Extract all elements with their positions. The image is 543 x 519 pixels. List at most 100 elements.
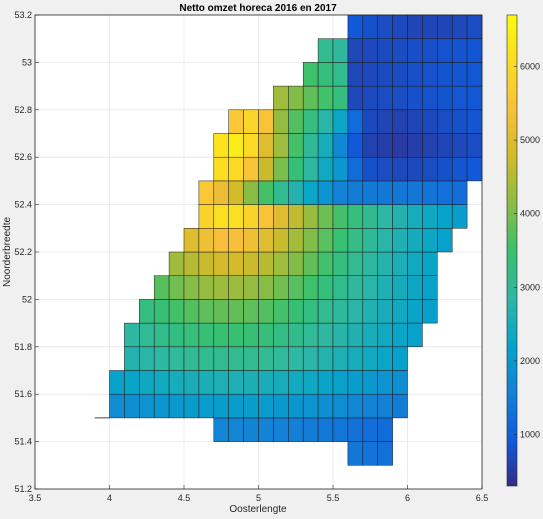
x-tick-label: 4 xyxy=(107,493,112,503)
heatmap-cell xyxy=(392,156,408,182)
heatmap-cell xyxy=(437,38,453,63)
y-tick-label: 51.4 xyxy=(14,437,32,447)
heatmap-cell xyxy=(302,417,319,442)
heatmap-cell xyxy=(422,251,438,276)
heatmap-cell xyxy=(243,109,259,134)
heatmap-cell xyxy=(288,417,304,442)
heatmap-cell xyxy=(407,322,423,348)
heatmap-cell xyxy=(258,346,274,371)
heatmap-cell xyxy=(466,109,483,134)
heatmap-cell xyxy=(332,133,349,158)
x-tick-label: 5 xyxy=(256,493,261,503)
heatmap-cell xyxy=(139,299,155,324)
heatmap-cell xyxy=(183,393,200,419)
heatmap-cell xyxy=(347,204,364,229)
heatmap-cell xyxy=(377,62,393,87)
heatmap-cell xyxy=(213,275,229,300)
heatmap-cell xyxy=(288,133,304,158)
heatmap-cell xyxy=(198,370,215,395)
heatmap-cell xyxy=(213,251,229,276)
heatmap-cell xyxy=(302,393,319,419)
heatmap-cell xyxy=(392,275,408,300)
heatmap-cell xyxy=(317,85,334,111)
heatmap-cell xyxy=(273,228,289,253)
heatmap-cell xyxy=(258,156,274,182)
heatmap-cell xyxy=(273,275,289,300)
heatmap-cell xyxy=(243,228,259,253)
heatmap-cell xyxy=(362,393,378,419)
heatmap-cell xyxy=(407,251,423,276)
heatmap-cell xyxy=(422,156,438,182)
y-tick-label: 53.2 xyxy=(14,10,32,20)
heatmap-cell xyxy=(332,299,349,324)
heatmap-cell xyxy=(362,370,378,395)
heatmap-cell xyxy=(273,370,289,395)
heatmap-cell xyxy=(451,156,468,182)
heatmap-cell xyxy=(213,393,229,419)
heatmap-cell xyxy=(302,156,319,182)
heatmap-cell xyxy=(437,156,453,182)
heatmap-cell xyxy=(198,299,215,324)
heatmap-cell xyxy=(258,251,274,276)
heatmap-cell xyxy=(168,251,185,276)
heatmap-cell xyxy=(258,275,274,300)
heatmap-cell xyxy=(392,322,408,348)
heatmap-cell xyxy=(332,228,349,253)
heatmap-cell xyxy=(377,393,393,419)
heatmap-cell xyxy=(377,251,393,276)
heatmap-cell xyxy=(213,133,229,158)
heatmap-cell xyxy=(362,251,378,276)
heatmap-cell xyxy=(183,322,200,348)
heatmap-cell xyxy=(377,441,393,466)
heatmap-cell xyxy=(451,109,468,134)
heatmap-cell xyxy=(317,346,334,371)
y-tick-label: 52.2 xyxy=(14,247,32,257)
heatmap-cell xyxy=(317,322,334,348)
heatmap-cell xyxy=(273,133,289,158)
heatmap-cell xyxy=(392,228,408,253)
heatmap-cell xyxy=(273,299,289,324)
heatmap-cell xyxy=(451,62,468,87)
heatmap-cell xyxy=(273,322,289,348)
heatmap-cell xyxy=(273,109,289,134)
heatmap-cell xyxy=(228,275,244,300)
x-tick-label: 3.5 xyxy=(29,493,42,503)
heatmap-cell xyxy=(168,299,185,324)
heatmap-cell xyxy=(392,204,408,229)
y-tick-label: 51.8 xyxy=(14,342,32,352)
heatmap-cell xyxy=(153,322,170,348)
heatmap-cell xyxy=(392,180,408,205)
heatmap-cell xyxy=(377,204,393,229)
colorbar-tick-label: 6000 xyxy=(520,62,540,72)
heatmap-cell xyxy=(228,417,244,442)
heatmap-cell xyxy=(243,180,259,205)
heatmap-cell xyxy=(392,62,408,87)
heatmap-cell xyxy=(377,85,393,111)
heatmap-cell xyxy=(347,322,364,348)
heatmap-cell xyxy=(362,38,378,63)
heatmap-cell xyxy=(362,346,378,371)
heatmap-cell xyxy=(392,14,408,39)
heatmap-cell xyxy=(243,133,259,158)
heatmap-cell xyxy=(422,85,438,111)
heatmap-cell xyxy=(407,275,423,300)
heatmap-cell xyxy=(258,228,274,253)
heatmap-cell xyxy=(258,370,274,395)
heatmap-cell xyxy=(422,62,438,87)
heatmap-cell xyxy=(347,251,364,276)
heatmap-cell xyxy=(302,85,319,111)
heatmap-cell xyxy=(437,85,453,111)
heatmap-cell xyxy=(302,370,319,395)
heatmap-cell xyxy=(243,156,259,182)
heatmap-cell xyxy=(407,38,423,63)
heatmap-cell xyxy=(317,417,334,442)
heatmap-cell xyxy=(377,180,393,205)
heatmap-cell xyxy=(273,204,289,229)
heatmap-cell xyxy=(377,156,393,182)
heatmap-cell xyxy=(466,156,483,182)
heatmap-cell xyxy=(451,38,468,63)
heatmap-cell xyxy=(362,133,378,158)
heatmap-cell xyxy=(362,275,378,300)
heatmap-cell xyxy=(273,251,289,276)
